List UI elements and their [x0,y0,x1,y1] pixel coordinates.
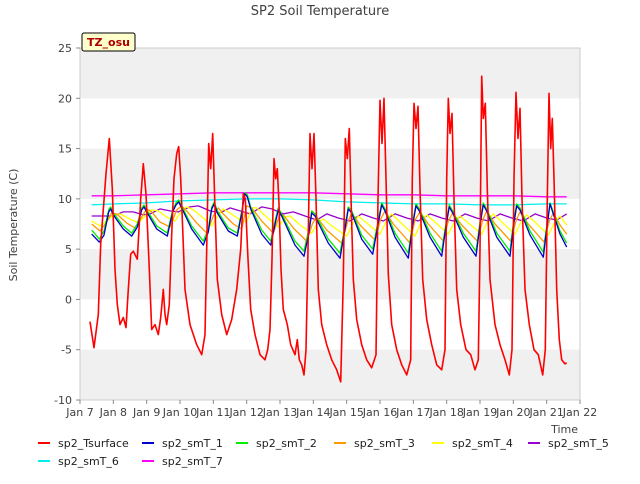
y-axis: -10 -5 0 5 10 15 20 25 [54,42,80,407]
series-line-sp2-smT-3 [91,205,568,244]
plot-band [80,148,580,199]
x-tick-label: Jan 18 [428,406,463,419]
y-tick-label: 10 [58,193,72,206]
badge-label: TZ_osu [87,36,130,49]
legend-label: sp2_smT_5 [548,437,609,450]
plot-background-bands [80,48,580,400]
x-tick-label: Jan 11 [195,406,230,419]
y-tick-label: 0 [65,293,72,306]
x-tick-label: Jan 7 [65,406,93,419]
plot-band [80,349,580,400]
y-tick-label: -10 [54,394,72,407]
x-tick-label: Jan 16 [362,406,397,419]
x-tick-label: Jan 13 [262,406,297,419]
x-tick-label: Jan 10 [162,406,197,419]
series-line-sp2-smT-1 [91,193,568,259]
x-tick-label: Jan 15 [328,406,363,419]
x-tick-label: Jan 21 [528,406,563,419]
x-tick-label: Jan 17 [395,406,430,419]
x-axis-label: Time [550,423,578,436]
x-tick-label: Jan 12 [228,406,263,419]
x-tick-label: Jan 19 [462,406,497,419]
chart-title: SP2 Soil Temperature [251,4,389,19]
legend-label: sp2_smT_3 [354,437,415,450]
series-line-sp2-smT-2 [91,192,568,254]
badge: TZ_osu [81,32,136,52]
series-line-sp2-smT-7 [91,192,567,198]
x-tick-label: Jan 20 [495,406,530,419]
y-tick-label: 25 [58,42,72,55]
x-tick-label: Jan 8 [99,406,127,419]
y-tick-label: -5 [61,344,72,357]
legend-label: sp2_smT_1 [162,437,223,450]
legend-label: sp2_smT_2 [256,437,317,450]
series-line-sp2-Tsurface [89,75,568,383]
series-group [89,75,568,383]
x-tick-label: Jan 22 [562,406,597,419]
y-axis-label: Soil Temperature (C) [7,169,20,282]
legend: sp2_Tsurface sp2_smT_1 sp2_smT_2 sp2_smT_3 s… [38,437,609,468]
y-tick-label: 20 [58,92,72,105]
legend-label: sp2_smT_6 [58,455,119,468]
x-tick-label: Jan 14 [295,406,330,419]
plot-band [80,48,580,99]
badge-box [81,32,136,52]
legend-label: sp2_Tsurface [58,437,129,450]
plot-band [80,249,580,300]
y-tick-label: 15 [58,143,72,156]
plot-area [79,47,581,401]
y-tick-label: 5 [65,243,72,256]
x-tick-label: Jan 9 [132,406,160,419]
legend-label: sp2_smT_4 [452,437,513,450]
legend-label: sp2_smT_7 [162,455,223,468]
series-line-sp2-smT-6 [91,198,567,206]
